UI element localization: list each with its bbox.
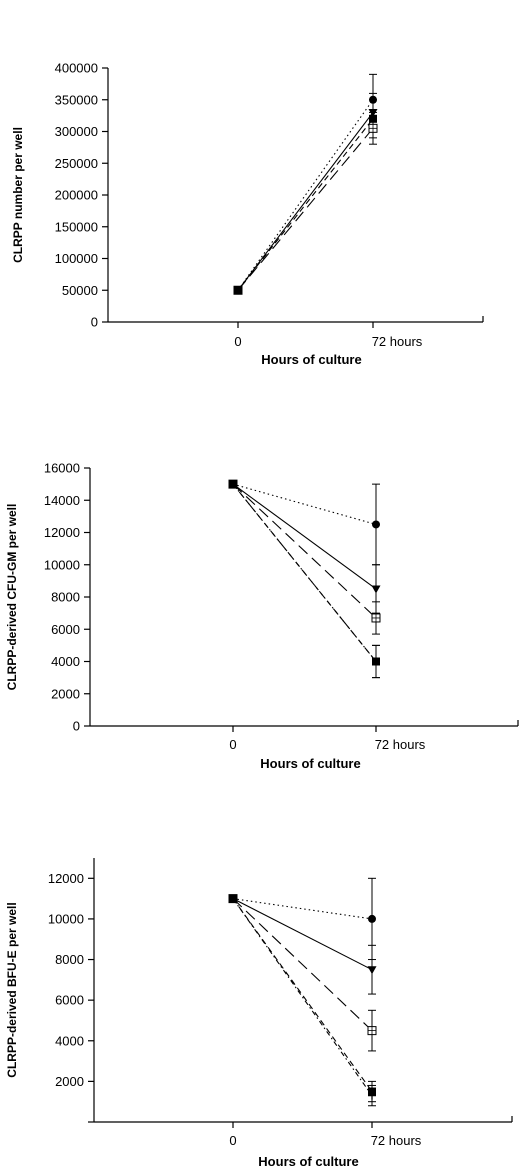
chart-cfu-gm: 0 2000 4000 6000 8000 10000 12000 14000 16000 0 72… [5,461,519,771]
y-tick-label: 14000 [44,493,80,508]
y-tick-label: 10000 [44,557,80,572]
series-line-plus [232,898,373,1096]
y-tick-label: 12000 [44,525,80,540]
y-tick-label: 50000 [62,283,98,298]
y-tick-label: 8000 [51,590,80,605]
y-tick-label: 8000 [55,952,84,967]
data-point-filled-triangle [368,108,378,117]
x-tick-label: 0 [229,737,236,752]
data-point-filled-square [369,114,377,123]
data-point-open-square [368,123,378,133]
series-line-filled-triangle [237,112,374,291]
data-point-open-square [371,613,381,623]
y-tick-label: 2000 [55,1074,84,1089]
series-line-open-square [232,483,377,619]
y-tick-label: 0 [73,719,80,734]
series-line-plus [232,483,377,662]
x-tick-label: 72 hours [375,737,426,752]
y-tick-label: 16000 [44,461,80,476]
y-tick-label: 0 [91,315,98,330]
y-tick-label: 4000 [55,1033,84,1048]
series-line-filled-circle [237,99,374,291]
y-tick-label: 6000 [55,993,84,1008]
chart-clrpp-number: 0 50000 100000 150000 200000 250000 300000 3500… [11,61,484,367]
data-point-filled-circle [369,95,377,104]
x-tick-label: 72 hours [372,334,423,349]
y-tick-label: 4000 [51,654,80,669]
series-line-filled-triangle [232,483,377,590]
chart-bfu-e: 2000 4000 6000 8000 10000 12000 0 72 hours Hours… [5,858,513,1169]
x-axis-label: Hours of culture [260,756,360,771]
x-tick-label: 0 [229,1133,236,1148]
data-point-filled-square [368,1087,376,1096]
y-tick-label: 100000 [55,251,98,266]
data-point-plus [229,894,237,903]
x-tick-label: 0 [234,334,241,349]
data-point-filled-circle [372,520,380,529]
x-tick-label: 72 hours [371,1133,422,1148]
y-tick-label: 12000 [48,871,84,886]
y-tick-label: 400000 [55,61,98,76]
series-line-open-square [237,127,374,291]
y-tick-label: 200000 [55,188,98,203]
x-axis-label: Hours of culture [261,352,361,367]
y-tick-label: 250000 [55,156,98,171]
series-line-filled-circle [232,898,373,920]
series-line-filled-square [237,118,374,291]
series-line-filled-square [232,898,373,1092]
data-point-plus [372,657,380,666]
y-axis-label: CLRPP number per well [11,127,25,263]
data-point-filled-square [234,286,242,295]
y-tick-label: 150000 [55,219,98,234]
y-axis-label: CLRPP-derived BFU-E per well [5,902,19,1077]
y-tick-label: 6000 [51,622,80,637]
data-point-filled-circle [368,914,376,923]
y-axis-label: CLRPP-derived CFU-GM per well [5,504,19,691]
data-point-filled-triangle [371,585,381,594]
y-tick-label: 10000 [48,911,84,926]
data-point-filled-triangle [367,966,377,975]
data-point-open-square [367,1026,377,1036]
y-tick-label: 2000 [51,686,80,701]
x-axis-label: Hours of culture [258,1154,358,1169]
y-tick-label: 300000 [55,124,98,139]
data-point-plus [368,1091,376,1100]
data-point-plus [229,480,237,489]
y-tick-label: 350000 [55,92,98,107]
series-line-filled-triangle [232,898,373,971]
series-line-open-square [232,898,373,1032]
